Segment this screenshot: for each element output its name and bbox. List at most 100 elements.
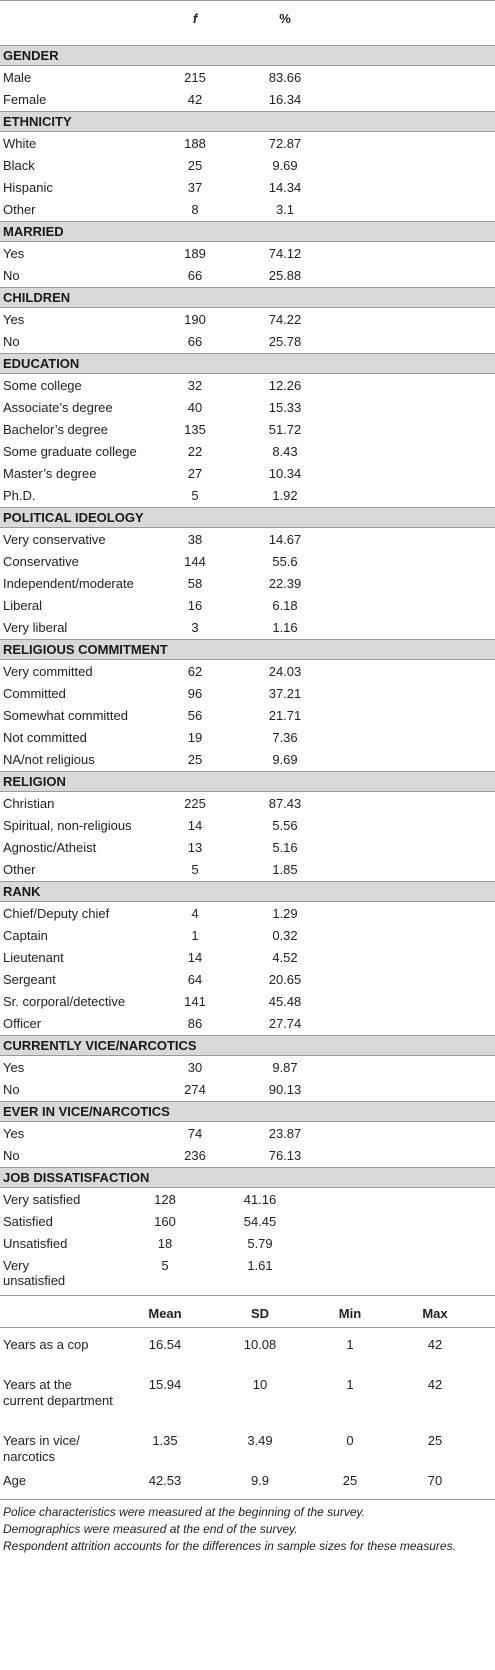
row-label: NA/not religious <box>3 752 95 767</box>
frequency-value: 274 <box>184 1082 206 1097</box>
row-label: Satisfied <box>3 1214 53 1229</box>
section-header: GENDER <box>0 45 495 66</box>
percent-value: 9.69 <box>272 158 298 173</box>
mean-value: 1.35 <box>152 1433 178 1448</box>
table-row: Satisfied 160 54.45 <box>0 1211 495 1233</box>
section-header: MARRIED <box>0 221 495 242</box>
table-row: Yes 189 74.12 <box>0 243 495 265</box>
table-row: Some graduate college 22 8.43 <box>0 441 495 463</box>
table-row: Unsatisfied 18 5.79 <box>0 1233 495 1255</box>
frequency-value: 37 <box>187 180 203 195</box>
table-top-rule <box>0 0 495 1</box>
stats-header-row: Mean SD Min Max <box>0 1303 495 1325</box>
percent-value: 76.13 <box>268 1148 302 1163</box>
percent-value: 5.79 <box>247 1236 273 1251</box>
stats-bottom-rule <box>0 1499 495 1500</box>
row-label: Yes <box>3 1060 25 1075</box>
percent-value: 83.66 <box>268 70 302 85</box>
table-row: NA/not religious 25 9.69 <box>0 749 495 771</box>
table-row: Hispanic 37 14.34 <box>0 177 495 199</box>
frequency-value: 1 <box>191 928 199 943</box>
row-label: Lieutenant <box>3 950 64 965</box>
percent-value: 7.36 <box>272 730 298 745</box>
percent-value: 37.21 <box>268 686 302 701</box>
percent-value: 27.74 <box>268 1016 302 1031</box>
frequency-value: 25 <box>187 752 203 767</box>
sd-value: 3.49 <box>247 1433 273 1448</box>
section-header: RANK <box>0 881 495 902</box>
frequency-value: 160 <box>154 1214 176 1229</box>
percent-value: 74.22 <box>268 312 302 327</box>
min-value: 1 <box>346 1337 354 1352</box>
table-row: Male 215 83.66 <box>0 67 495 89</box>
row-label: Master’s degree <box>3 466 97 481</box>
row-label: Conservative <box>3 554 79 569</box>
row-label: Male <box>3 70 32 85</box>
frequency-value: 58 <box>187 576 203 591</box>
sd-value: 10.08 <box>243 1337 277 1352</box>
stat-label: Years at the current department <box>3 1377 113 1408</box>
frequency-value: 4 <box>191 906 199 921</box>
percent-value: 24.03 <box>268 664 302 679</box>
percent-value: 9.87 <box>272 1060 298 1075</box>
row-label: Some graduate college <box>3 444 137 459</box>
row-label: Sergeant <box>3 972 56 987</box>
percent-value: 10.34 <box>268 466 302 481</box>
percent-value: 25.88 <box>268 268 302 283</box>
frequency-value: 30 <box>187 1060 203 1075</box>
frequency-value: 190 <box>184 312 206 327</box>
min-value: 1 <box>346 1377 354 1392</box>
frequency-value: 86 <box>187 1016 203 1031</box>
row-label: Hispanic <box>3 180 53 195</box>
row-label: Some college <box>3 378 82 393</box>
frequency-value: 128 <box>154 1192 176 1207</box>
frequency-value: 40 <box>187 400 203 415</box>
section-header: ETHNICITY <box>0 111 495 132</box>
row-label: Committed <box>3 686 66 701</box>
table-row: White 188 72.87 <box>0 133 495 155</box>
table-row: Chief/Deputy chief 4 1.29 <box>0 903 495 925</box>
row-label: Very committed <box>3 664 93 679</box>
row-label: Bachelor’s degree <box>3 422 109 437</box>
frequency-value: 135 <box>184 422 206 437</box>
percent-value: 6.18 <box>272 598 298 613</box>
frequency-value: 56 <box>187 708 203 723</box>
frequency-value: 32 <box>187 378 203 393</box>
row-label: Officer <box>3 1016 42 1031</box>
percent-value: 55.6 <box>272 554 298 569</box>
section-header: RELIGION <box>0 771 495 792</box>
section-title: RELIGIOUS COMMITMENT <box>3 642 168 657</box>
row-label: Unsatisfied <box>3 1236 68 1251</box>
sd-value: 10 <box>252 1377 268 1392</box>
percent-value: 20.65 <box>268 972 302 987</box>
max-value: 42 <box>427 1337 443 1352</box>
section-title: RANK <box>3 884 41 899</box>
table-row: Black 25 9.69 <box>0 155 495 177</box>
stats-header-rule <box>0 1327 495 1328</box>
table-row: Ph.D. 5 1.92 <box>0 485 495 507</box>
section-title: EDUCATION <box>3 356 80 371</box>
frequency-value: 27 <box>187 466 203 481</box>
row-label: Captain <box>3 928 48 943</box>
row-label: Liberal <box>3 598 43 613</box>
row-label: Somewhat committed <box>3 708 128 723</box>
mean-value: 16.54 <box>148 1337 182 1352</box>
row-label: Yes <box>3 246 25 261</box>
table-row: Lieutenant 14 4.52 <box>0 947 495 969</box>
section-title: CHILDREN <box>3 290 71 305</box>
percent-value: 1.29 <box>272 906 298 921</box>
table-row: Christian 225 87.43 <box>0 793 495 815</box>
section-title: CURRENTLY VICE/NARCOTICS <box>3 1038 197 1053</box>
min-column-header: Min <box>338 1306 362 1321</box>
percent-value: 90.13 <box>268 1082 302 1097</box>
frequency-value: 225 <box>184 796 206 811</box>
frequency-value: 64 <box>187 972 203 987</box>
row-label: Christian <box>3 796 55 811</box>
mean-column-header: Mean <box>148 1306 182 1321</box>
f-column-header: f <box>192 11 198 26</box>
max-column-header: Max <box>422 1306 448 1321</box>
row-label: Black <box>3 158 35 173</box>
percent-value: 21.71 <box>268 708 302 723</box>
frequency-value: 5 <box>191 862 199 877</box>
percent-value: 22.39 <box>268 576 302 591</box>
